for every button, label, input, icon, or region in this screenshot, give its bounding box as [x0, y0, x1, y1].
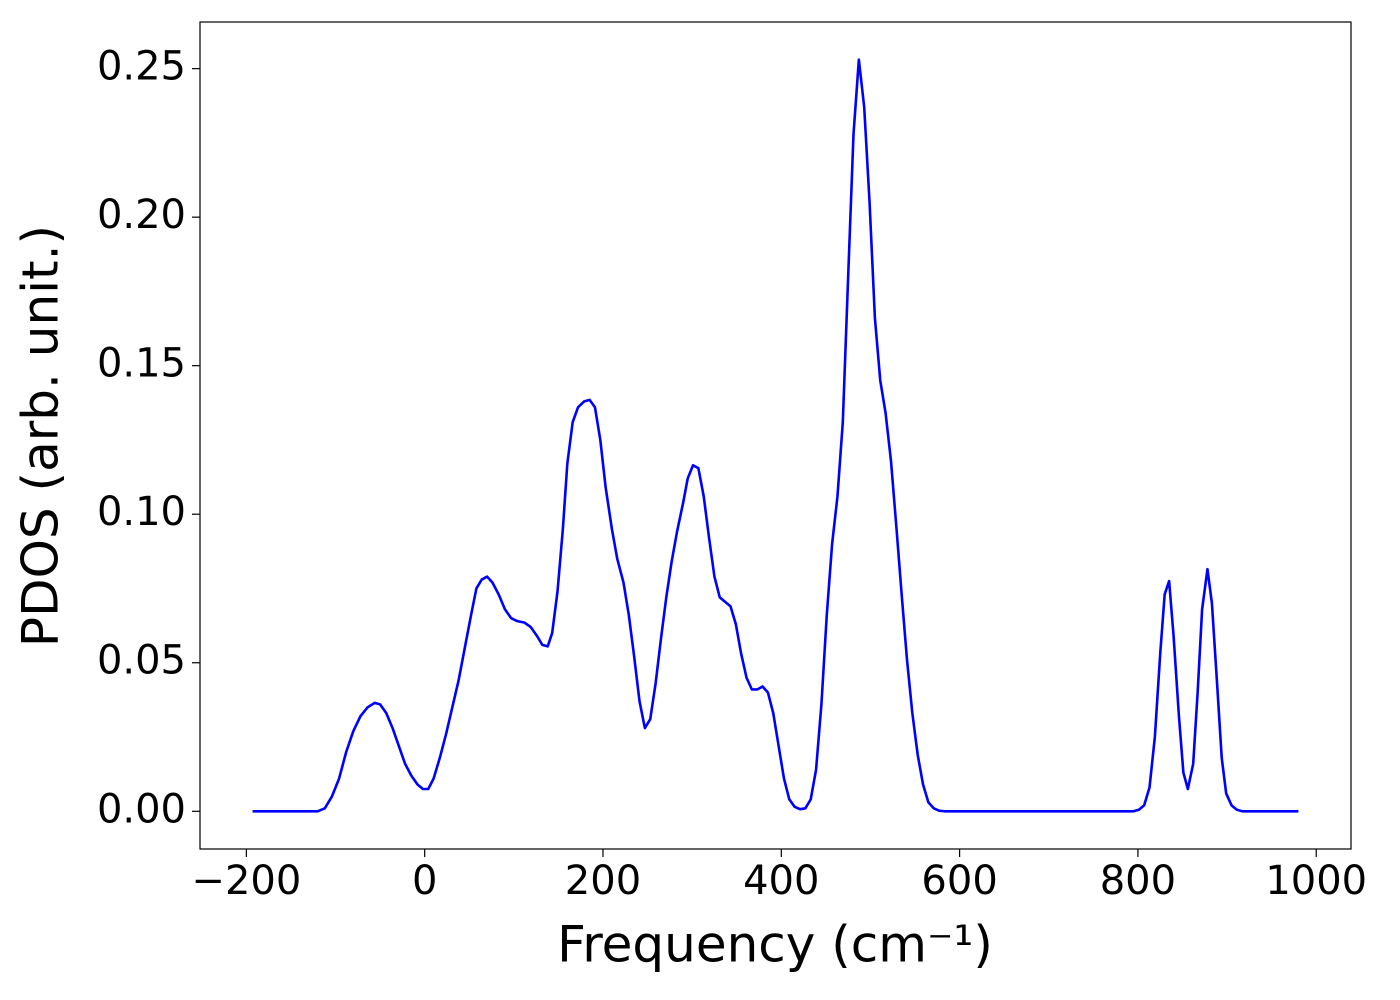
x-tick-label: 200	[565, 858, 641, 904]
plot-frame	[199, 21, 1352, 850]
x-tick-label: 1000	[1265, 858, 1367, 904]
y-tick-label: 0.00	[97, 786, 186, 832]
x-tick-label: 0	[412, 858, 437, 904]
y-tick-label: 0.10	[97, 489, 186, 535]
y-axis-label: PDOS (arb. unit.)	[12, 225, 70, 647]
x-tick-label: 400	[743, 858, 819, 904]
x-tick-label: 600	[921, 858, 997, 904]
y-tick-label: 0.15	[97, 341, 186, 387]
x-tick-label: 800	[1100, 858, 1176, 904]
x-tick-label: −200	[191, 858, 301, 904]
y-tick-label: 0.20	[97, 192, 186, 238]
x-axis-label: Frequency (cm⁻¹)	[557, 916, 993, 974]
y-tick-label: 0.05	[97, 638, 186, 684]
line	[252, 58, 1299, 813]
y-tick-label: 0.25	[97, 44, 186, 90]
